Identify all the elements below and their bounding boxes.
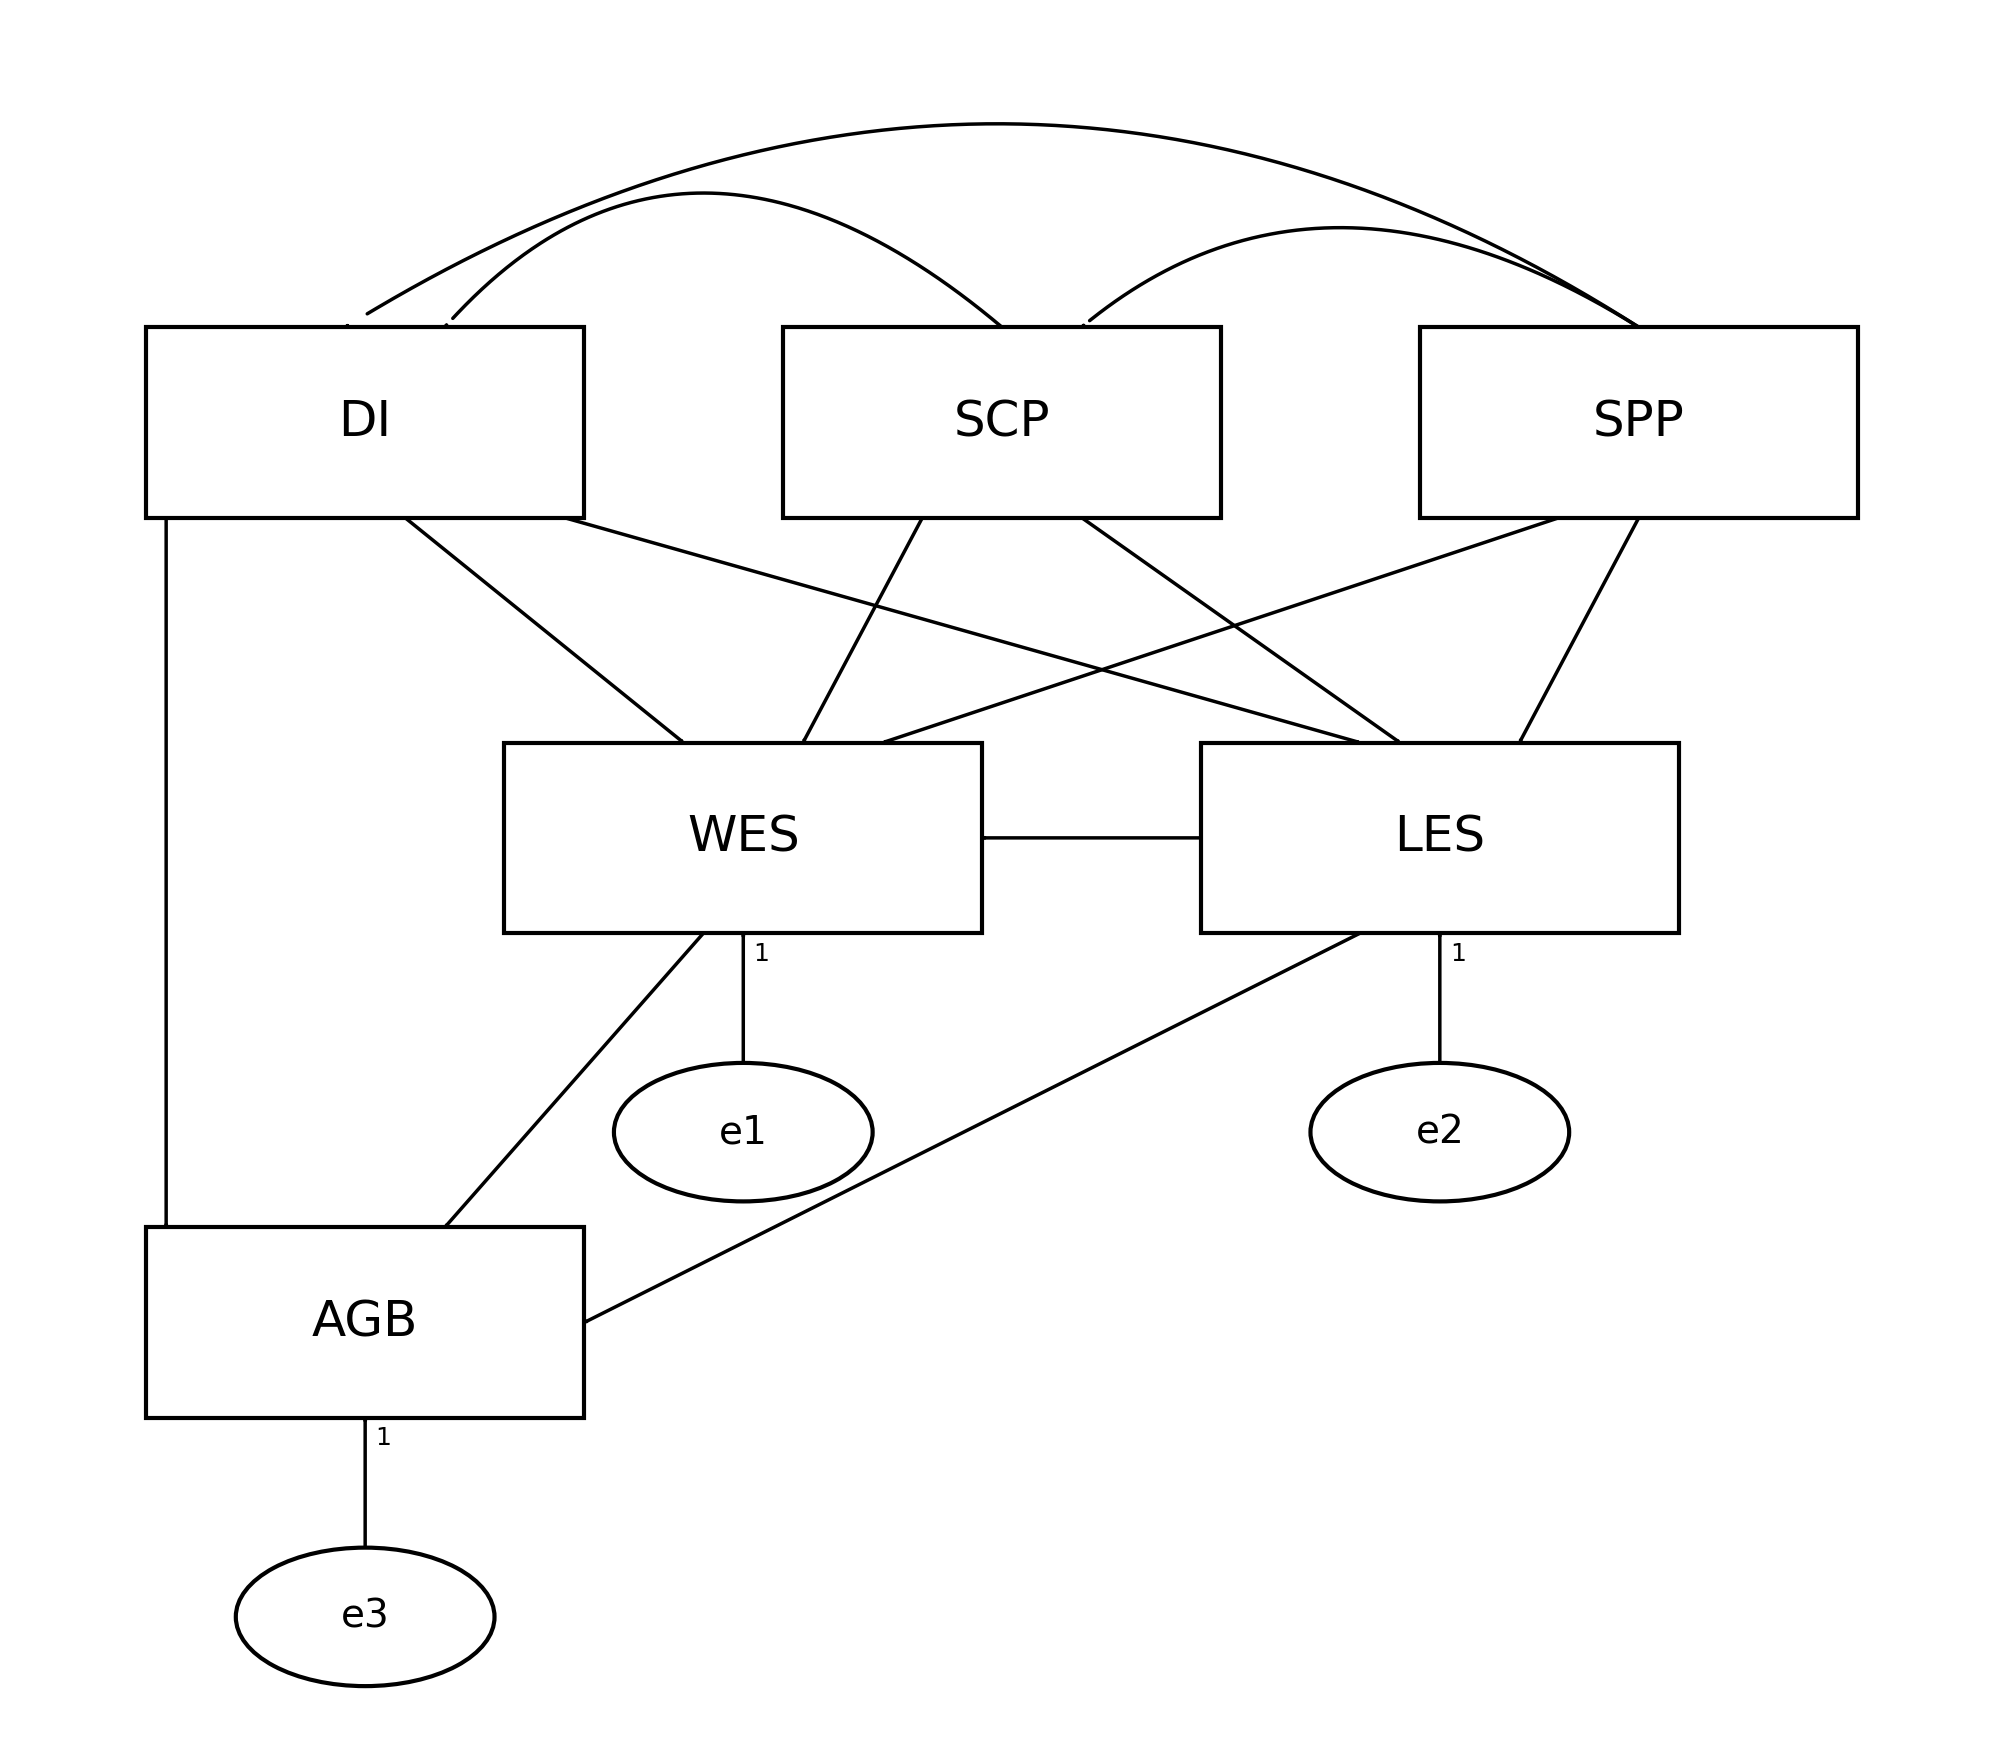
Text: 1: 1 — [375, 1426, 391, 1450]
Text: e2: e2 — [1415, 1113, 1465, 1152]
Ellipse shape — [613, 1063, 872, 1201]
FancyBboxPatch shape — [146, 328, 583, 518]
Text: SCP: SCP — [954, 398, 1050, 447]
FancyBboxPatch shape — [1421, 328, 1858, 518]
Ellipse shape — [1311, 1063, 1569, 1201]
FancyBboxPatch shape — [146, 1227, 583, 1417]
Text: DI: DI — [339, 398, 391, 447]
FancyBboxPatch shape — [1200, 743, 1679, 934]
Text: AGB: AGB — [313, 1298, 419, 1347]
FancyBboxPatch shape — [784, 328, 1220, 518]
Ellipse shape — [236, 1548, 495, 1686]
Text: e3: e3 — [341, 1598, 389, 1635]
Text: 1: 1 — [754, 942, 770, 965]
FancyBboxPatch shape — [505, 743, 982, 934]
Text: LES: LES — [1395, 813, 1485, 862]
Text: WES: WES — [687, 813, 800, 862]
Text: e1: e1 — [719, 1113, 768, 1152]
Text: SPP: SPP — [1593, 398, 1685, 447]
Text: 1: 1 — [1449, 942, 1465, 965]
